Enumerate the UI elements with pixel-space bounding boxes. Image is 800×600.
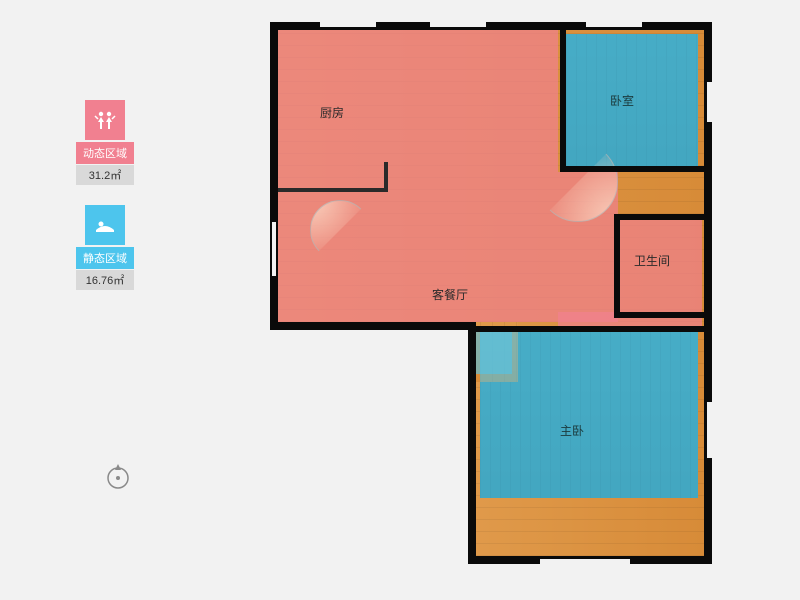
label-living: 客餐厅 bbox=[432, 286, 468, 303]
window-right-2 bbox=[707, 402, 712, 458]
window-left-1 bbox=[272, 222, 276, 276]
rest-icon bbox=[85, 205, 125, 245]
wall-bath-bottom bbox=[614, 312, 704, 318]
wall-bath-top bbox=[614, 214, 704, 220]
wall-kitchen-s1 bbox=[278, 188, 388, 192]
legend-static-value: 16.76㎡ bbox=[76, 270, 134, 290]
people-icon bbox=[85, 100, 125, 140]
legend-panel: 动态区域 31.2㎡ 静态区域 16.76㎡ bbox=[76, 100, 134, 310]
wall-bedroom-left bbox=[560, 30, 566, 170]
window-right-1 bbox=[707, 82, 712, 122]
label-bathroom: 卫生间 bbox=[634, 252, 670, 269]
door-master bbox=[484, 326, 520, 332]
wall-lower-left bbox=[468, 322, 476, 564]
wall-bedroom-bottom bbox=[560, 166, 704, 172]
label-master: 主卧 bbox=[560, 422, 584, 439]
window-top-3 bbox=[586, 22, 642, 27]
wall-step-bottom bbox=[270, 322, 476, 330]
label-kitchen: 厨房 bbox=[320, 104, 344, 121]
window-top-2 bbox=[430, 22, 486, 27]
zone-master-entry bbox=[472, 326, 512, 374]
label-bedroom: 卧室 bbox=[610, 92, 634, 109]
wall-kitchen-s2 bbox=[384, 162, 388, 192]
floorplan: 厨房 客餐厅 卧室 卫生间 主卧 bbox=[270, 22, 712, 564]
wall-left bbox=[270, 22, 278, 330]
legend-item-dynamic: 动态区域 31.2㎡ bbox=[76, 100, 134, 185]
zone-master bbox=[480, 332, 698, 498]
legend-dynamic-label: 动态区域 bbox=[76, 142, 134, 164]
window-bottom-1 bbox=[540, 559, 630, 564]
legend-item-static: 静态区域 16.76㎡ bbox=[76, 205, 134, 290]
legend-static-label: 静态区域 bbox=[76, 247, 134, 269]
wall-bath-left bbox=[614, 214, 620, 314]
window-top-1 bbox=[320, 22, 376, 27]
legend-dynamic-value: 31.2㎡ bbox=[76, 165, 134, 185]
compass-icon bbox=[104, 462, 132, 490]
